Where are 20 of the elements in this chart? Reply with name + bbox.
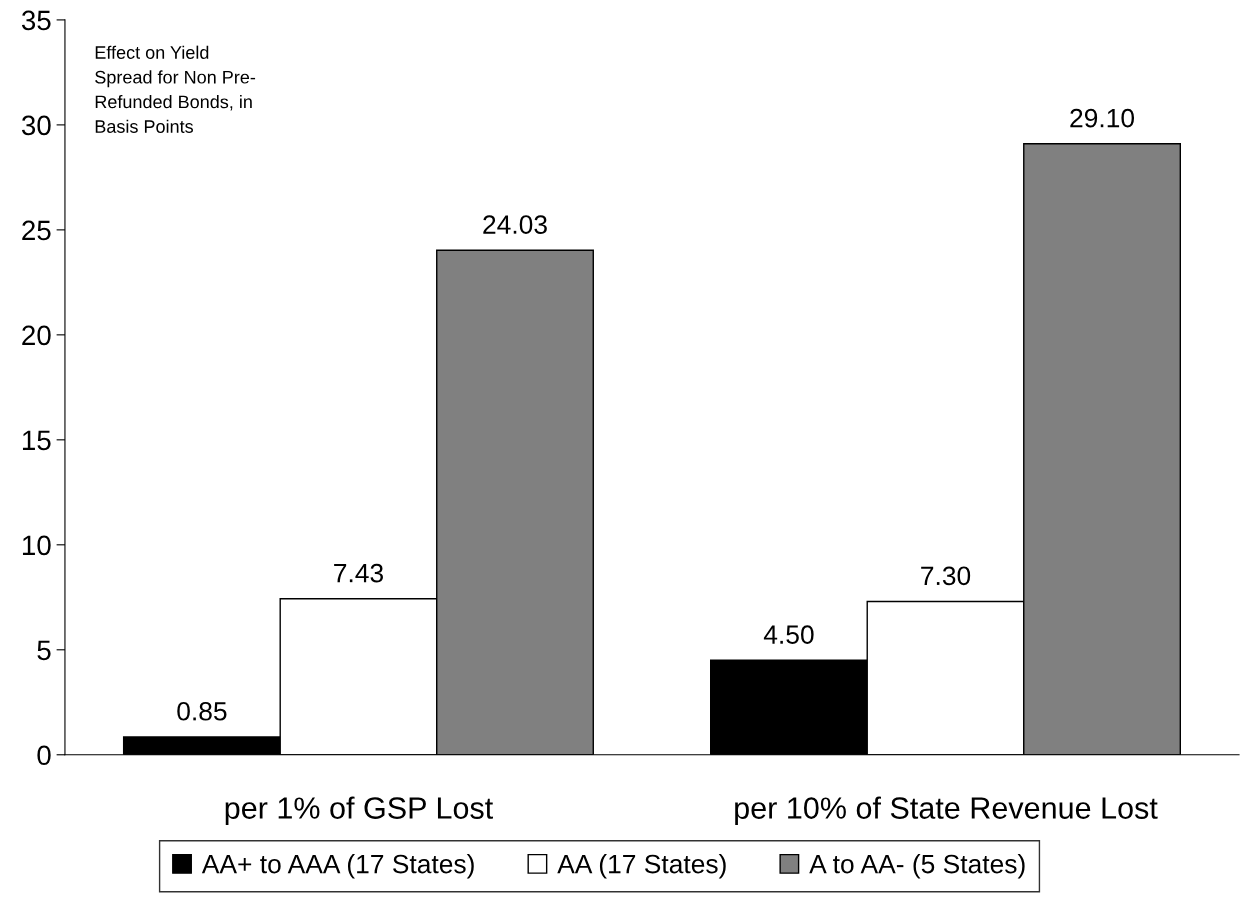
y-tick-label: 5	[37, 640, 51, 661]
data-label: 0.85	[177, 701, 227, 721]
legend-label: A to AA- (5 States)	[809, 854, 1025, 879]
y-tick-label: 10	[22, 535, 51, 556]
y-tick-label: 15	[22, 430, 51, 451]
x-tick-label: per 10% of State Revenue Lost	[735, 796, 1158, 825]
data-label: 4.50	[763, 625, 814, 644]
data-label: 7.30	[921, 566, 971, 586]
annotation: Effect on Yield Spread for Non Pre- Refunded Bonds, in Basis Points	[95, 45, 256, 133]
legend-label: AA (17 States)	[557, 854, 726, 879]
y-tick-label: 20	[22, 325, 51, 346]
data-label: 7.43	[334, 563, 383, 583]
y-tick-label: 25	[22, 220, 51, 241]
y-tick-label: 35	[21, 10, 51, 31]
data-label: 29.10	[1070, 108, 1135, 128]
y-tick-label: 30	[21, 115, 51, 136]
legend-label: AA+ to AAA (17 States)	[201, 854, 474, 879]
x-tick-label: per 1% of GSP Lost	[225, 796, 493, 825]
y-tick-label: 0	[37, 745, 51, 766]
data-label: 24.03	[483, 215, 547, 234]
